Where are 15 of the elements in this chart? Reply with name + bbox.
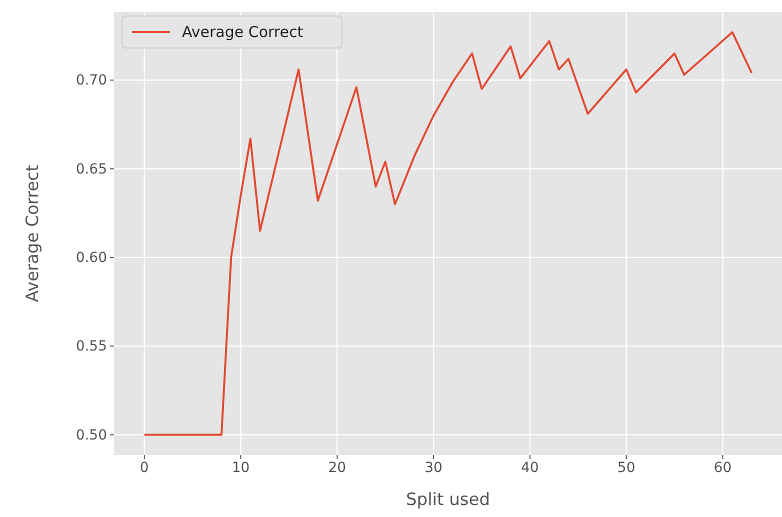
x-tick-label: 0: [140, 460, 149, 476]
y-tick-label: 0.55: [76, 338, 107, 355]
legend-label: Average Correct: [182, 23, 304, 41]
x-tick-label: 40: [521, 460, 539, 476]
y-tick-label: 0.50: [76, 427, 107, 444]
x-tick-label: 30: [424, 460, 442, 476]
y-axis-title: Average Correct: [23, 164, 43, 302]
x-tick-label: 10: [232, 460, 250, 476]
x-tick-label: 20: [328, 460, 346, 476]
y-tick-label: 0.70: [76, 72, 107, 89]
x-axis-title: Split used: [406, 490, 490, 510]
x-tick-label: 50: [617, 460, 636, 476]
y-tick-label: 0.60: [76, 250, 107, 266]
y-tick-label: 0.65: [76, 161, 107, 178]
x-tick-label: 60: [714, 460, 732, 476]
